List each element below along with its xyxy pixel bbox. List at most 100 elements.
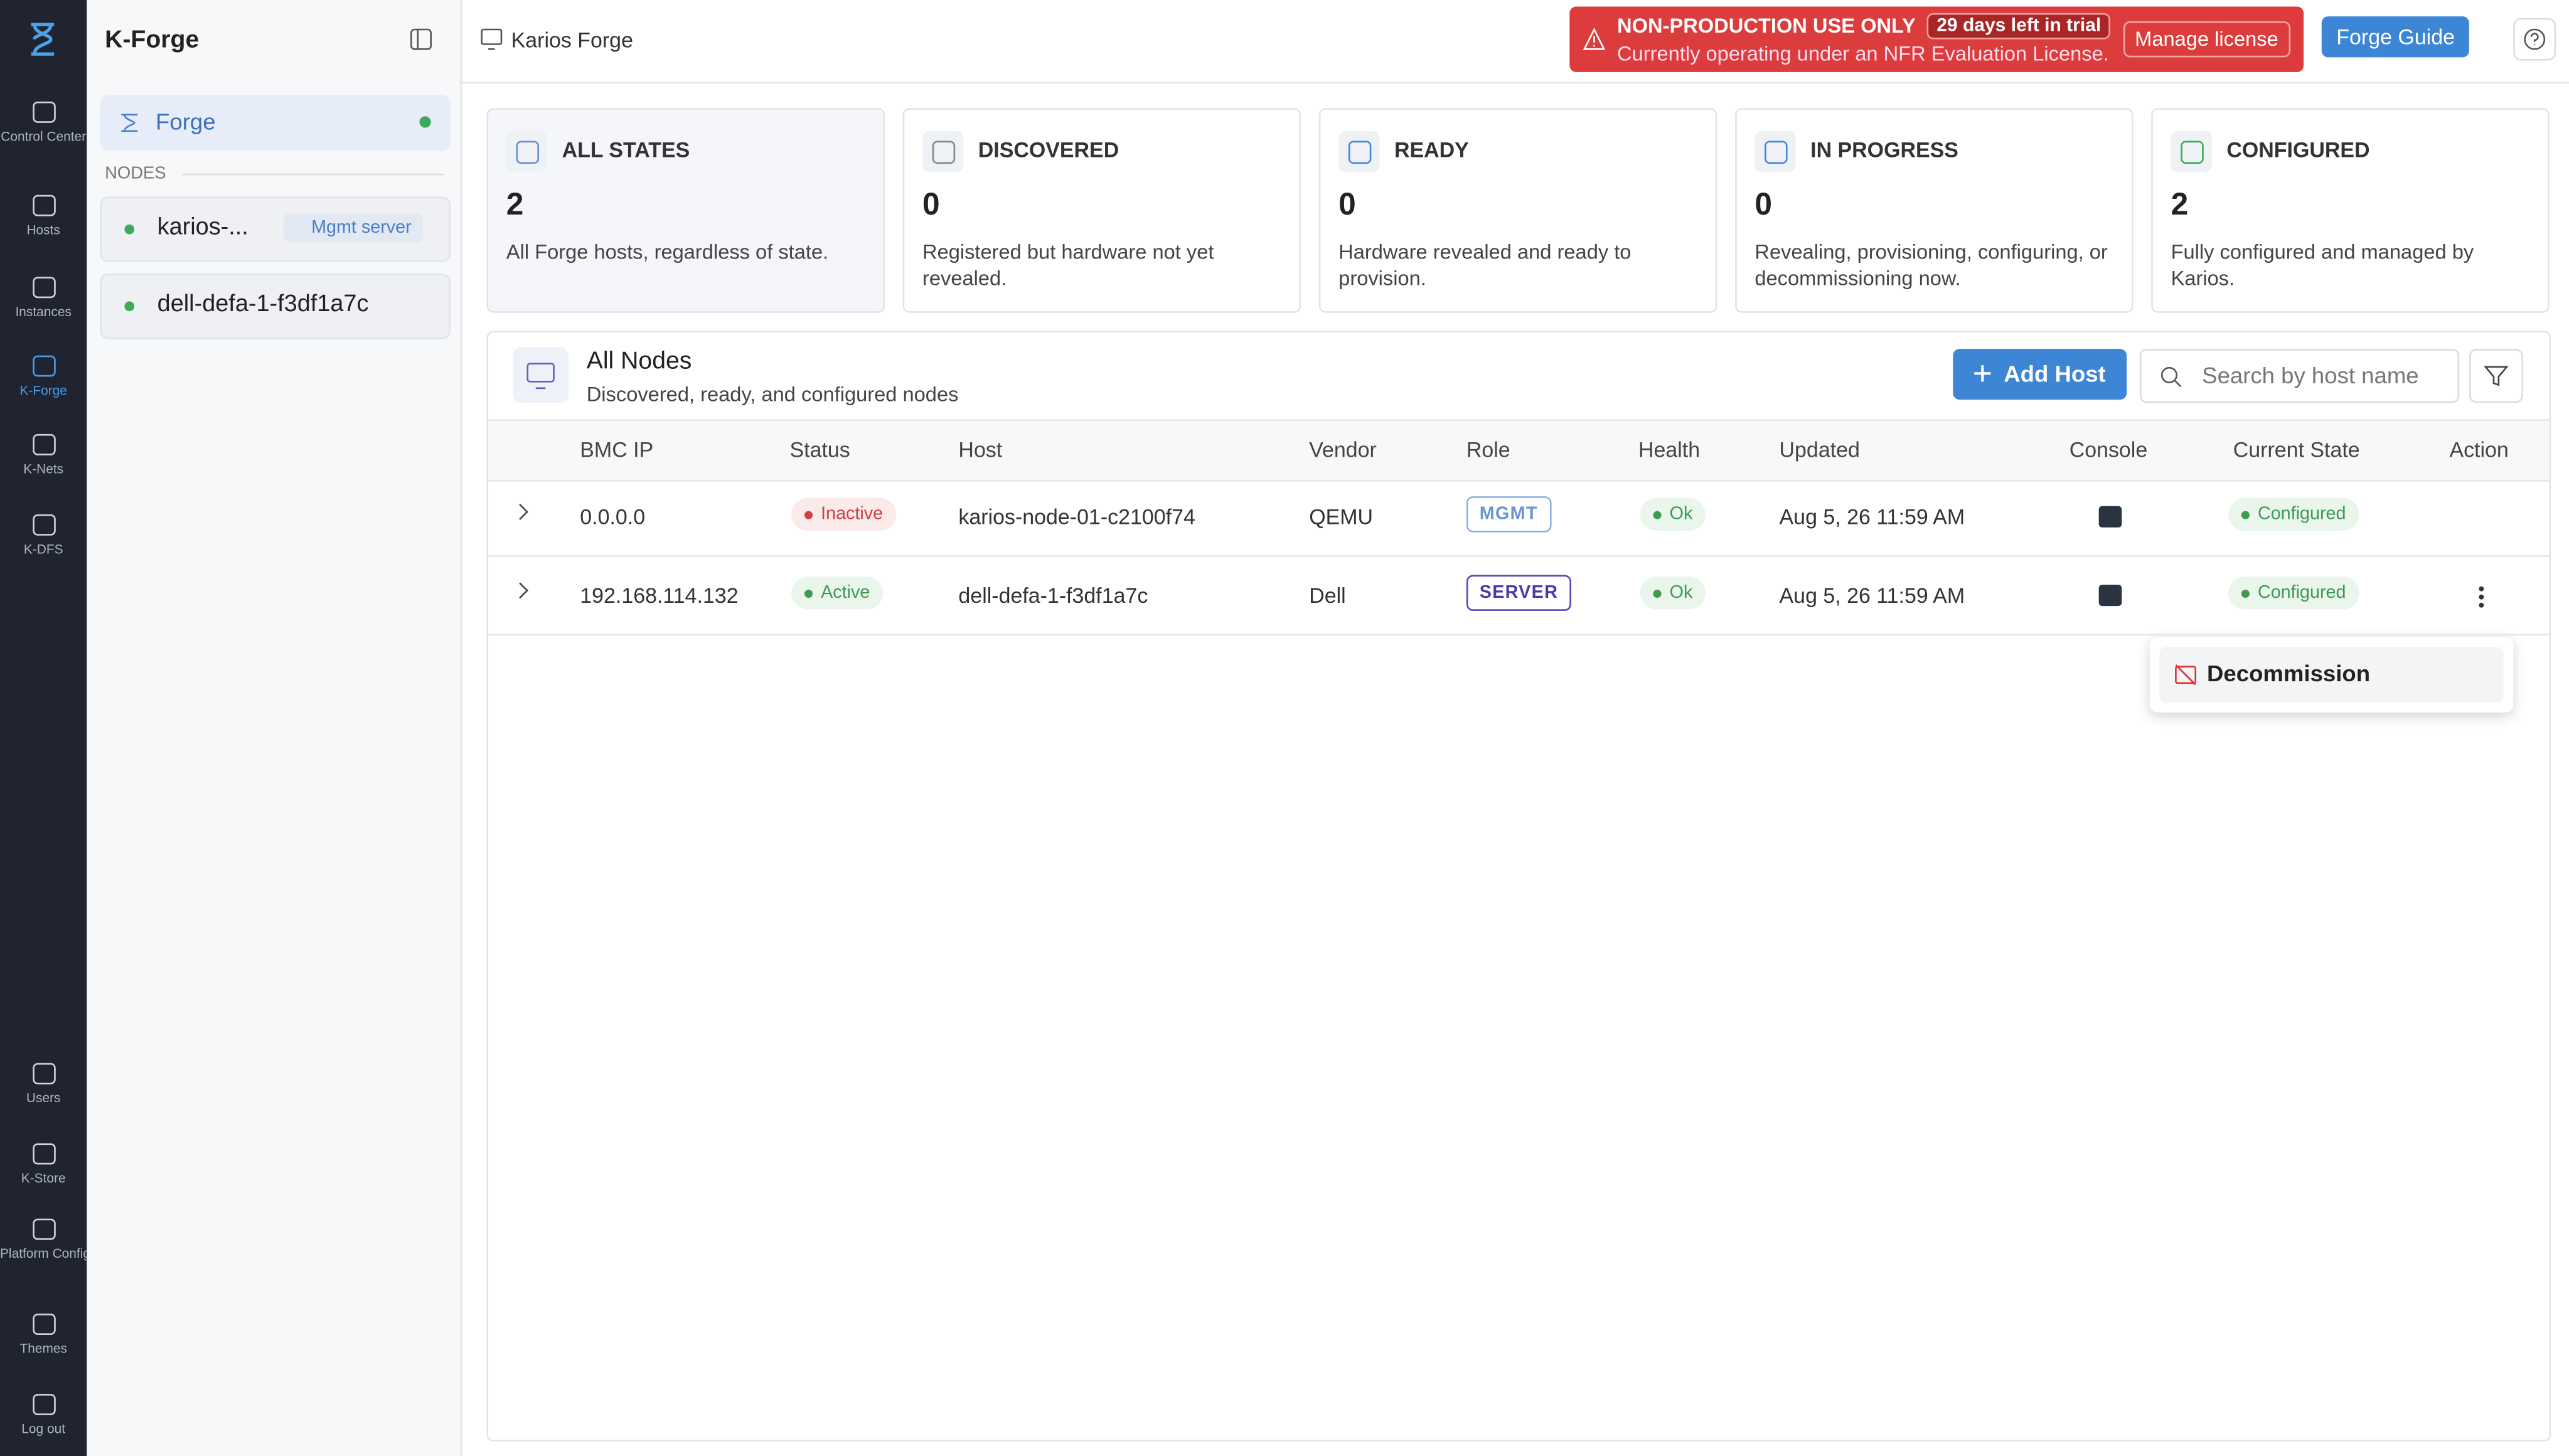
column-header: Console — [2069, 437, 2148, 462]
search-placeholder: Search by host name — [2202, 362, 2419, 388]
status-dot — [124, 301, 135, 312]
status-pill: Inactive — [791, 497, 897, 531]
divider — [181, 173, 444, 176]
stat-icon — [1755, 130, 1796, 173]
nav-label: Platform Config — [0, 1246, 90, 1262]
health-pill: Ok — [1640, 577, 1706, 610]
forge-item[interactable]: Forge — [100, 95, 451, 151]
node-item[interactable]: dell-defa-1-f3df1a7c — [100, 274, 451, 339]
stat-label: IN PROGRESS — [1810, 137, 1958, 162]
nav-icon — [31, 101, 55, 123]
bmc-ip: 0.0.0.0 — [580, 504, 646, 529]
stat-card[interactable]: ALL STATES 2 All Forge hosts, regardless o… — [486, 108, 885, 313]
add-host-button[interactable]: Add Host — [1953, 349, 2127, 400]
nav-icon — [31, 1218, 55, 1240]
side-panel: K-Forge Forge NODES karios-... Mgmt serve… — [87, 0, 462, 1456]
banner-title: NON-PRODUCTION USE ONLY — [1617, 14, 1916, 38]
column-header: Updated — [1779, 437, 1860, 462]
trial-badge: 29 days left in trial — [1926, 13, 2111, 40]
stat-label: ALL STATES — [562, 137, 690, 162]
stat-label: CONFIGURED — [2226, 137, 2370, 162]
nav-item[interactable]: Themes — [0, 1314, 87, 1356]
stat-card[interactable]: CONFIGURED 2 Fully configured and managed … — [2151, 108, 2550, 313]
nav-item[interactable]: Control Center — [0, 101, 87, 144]
nodes-table-panel: All Nodes Discovered, ready, and configu… — [486, 331, 2551, 1442]
stat-desc: All Forge hosts, regardless of state. — [506, 240, 829, 264]
table-header — [488, 419, 2550, 482]
nav-icon — [31, 194, 55, 216]
stat-card[interactable]: READY 0 Hardware revealed and ready to pro… — [1318, 108, 1717, 313]
nav-icon — [31, 1143, 55, 1165]
logo — [31, 23, 55, 56]
section-label: NODES — [105, 164, 166, 184]
stat-desc: Revealing, provisioning, configuring, or… — [1755, 240, 2108, 290]
nav-item[interactable]: K-Forge — [0, 355, 87, 398]
column-header: BMC IP — [580, 437, 654, 462]
help-button[interactable] — [2513, 18, 2556, 61]
health-pill: Ok — [1640, 497, 1706, 531]
stat-value: 0 — [1338, 188, 1356, 223]
search-icon — [2160, 366, 2182, 388]
column-header: Host — [958, 437, 1003, 462]
console-button[interactable] — [2098, 506, 2122, 528]
table-icon — [513, 347, 569, 403]
state-pill: Configured — [2228, 497, 2359, 531]
state-pill: Configured — [2228, 577, 2359, 610]
stat-icon — [1338, 130, 1380, 173]
column-header: Current State — [2233, 437, 2360, 462]
nav-item[interactable]: Log out — [0, 1393, 87, 1437]
warning-icon — [1583, 28, 1606, 50]
manage-license-button[interactable]: Manage license — [2123, 21, 2290, 58]
stat-icon — [506, 130, 548, 173]
top-bar: Karios Forge NON-PRODUCTION USE ONLY 29 … — [460, 0, 2569, 84]
nav-icon — [31, 514, 55, 536]
node-item[interactable]: karios-... Mgmt server — [100, 196, 451, 262]
filter-button[interactable] — [2469, 349, 2523, 403]
stat-card[interactable]: IN PROGRESS 0 Revealing, provisioning, con… — [1735, 108, 2134, 313]
host-name: karios-node-01-c2100f74 — [958, 504, 1195, 529]
node-name: karios-... — [157, 215, 248, 241]
decommission-icon — [2175, 664, 2197, 686]
decommission-label: Decommission — [2207, 660, 2371, 687]
icon — [932, 141, 956, 164]
nav-rail: Control Center Hosts Instances K-Forge K-Net… — [0, 0, 90, 1456]
nav-item[interactable]: Instances — [0, 277, 87, 319]
nav-label: K-Nets — [23, 462, 64, 477]
icon — [1348, 141, 1372, 164]
nav-icon — [31, 277, 55, 299]
nav-item[interactable]: Platform Config — [0, 1218, 90, 1262]
search-input[interactable]: Search by host name — [2139, 349, 2460, 403]
bmc-ip: 192.168.114.132 — [580, 583, 739, 608]
panel-title: K-Forge — [105, 26, 200, 55]
forge-guide-button[interactable]: Forge Guide — [2321, 16, 2470, 58]
node-tag: Mgmt server — [283, 213, 423, 243]
console-button[interactable] — [2098, 585, 2122, 607]
banner-text: Currently operating under an NFR Evaluat… — [1617, 42, 2109, 66]
nav-item[interactable]: Users — [0, 1063, 87, 1106]
icon — [516, 141, 540, 164]
stat-card[interactable]: DISCOVERED 0 Registered but hardware not y… — [902, 108, 1301, 313]
action-button[interactable] — [2479, 585, 2484, 608]
nav-item[interactable]: K-Nets — [0, 433, 87, 477]
nav-label: Themes — [19, 1341, 67, 1356]
role-badge: SERVER — [1466, 575, 1572, 611]
icon — [2181, 141, 2204, 164]
nav-label: K-DFS — [23, 542, 63, 557]
stat-label: READY — [1394, 137, 1469, 162]
decommission-item[interactable]: Decommission — [2159, 647, 2504, 703]
column-header: Vendor — [1309, 437, 1377, 462]
nav-icon — [31, 1393, 55, 1415]
nav-label: Users — [26, 1090, 61, 1106]
icon — [1765, 141, 1788, 164]
node-name: dell-defa-1-f3df1a7c — [157, 291, 369, 318]
nav-item[interactable]: K-DFS — [0, 514, 87, 557]
collapse-button[interactable] — [410, 28, 433, 51]
nav-item[interactable]: Hosts — [0, 194, 87, 238]
updated: Aug 5, 26 11:59 AM — [1779, 504, 1965, 529]
nav-icon — [31, 433, 55, 455]
vendor: Dell — [1309, 583, 1346, 608]
nav-item[interactable]: K-Store — [0, 1143, 87, 1186]
stat-desc: Registered but hardware not yet revealed… — [922, 240, 1214, 290]
